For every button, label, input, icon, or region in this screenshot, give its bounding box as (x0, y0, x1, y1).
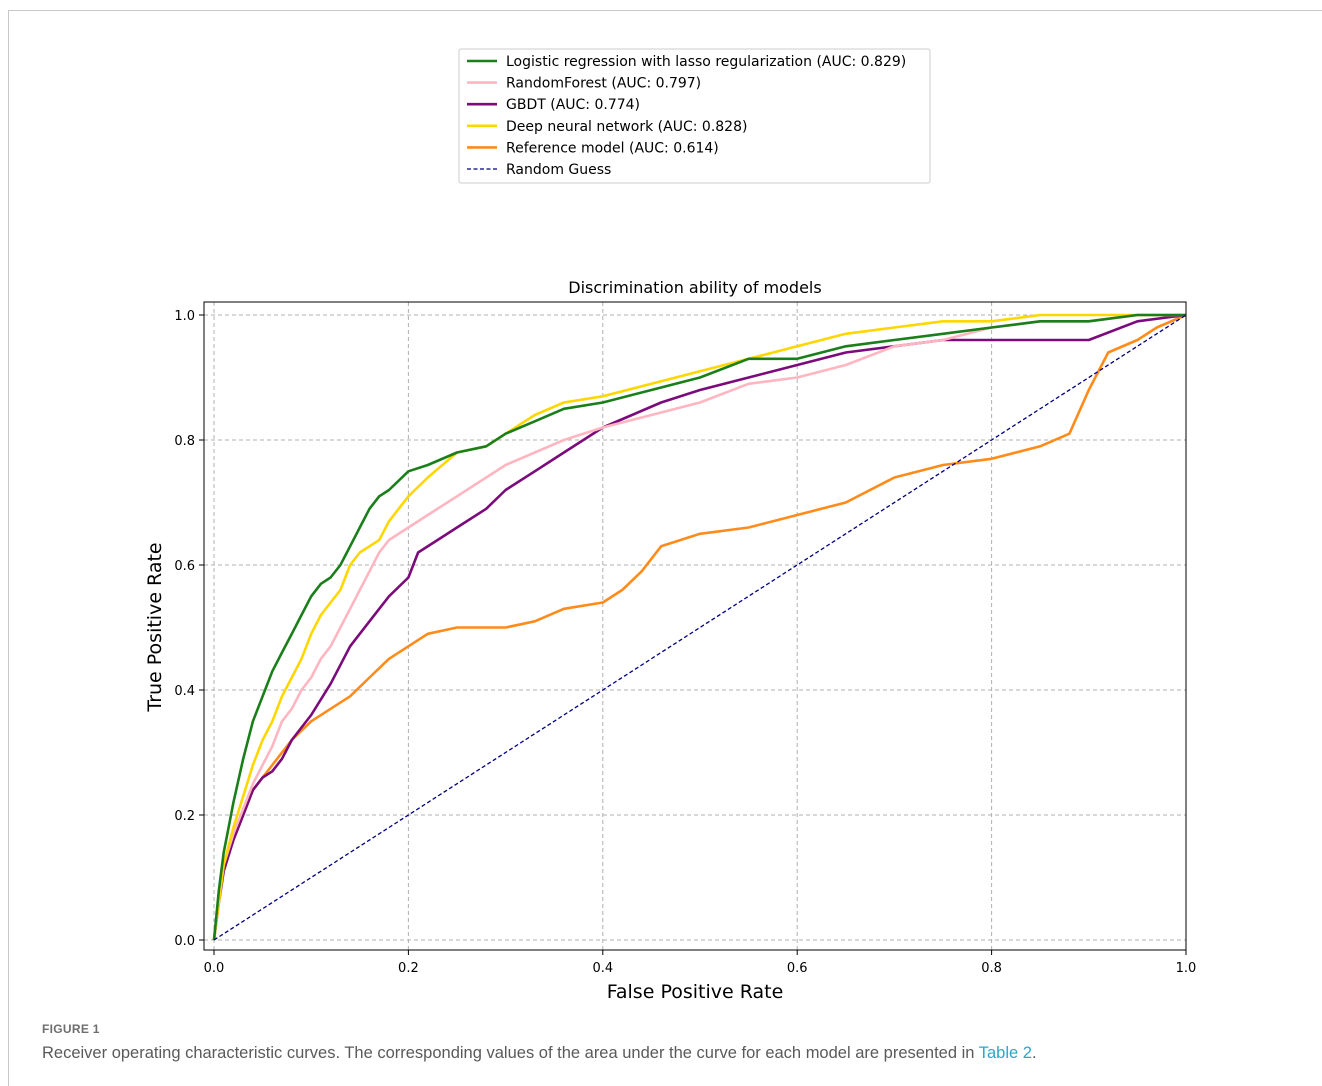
chart-title: Discrimination ability of models (568, 278, 821, 297)
x-tick-label: 0.8 (981, 961, 1002, 976)
y-tick-label: 0.4 (174, 684, 195, 699)
y-tick-label: 1.0 (174, 309, 195, 324)
x-tick-label: 1.0 (1176, 961, 1197, 976)
caption-body: Receiver operating characteristic curves… (42, 1044, 979, 1062)
axis-ticks: 0.0 0.2 0.4 0.6 0.8 1.0 0.0 0.2 0.4 0.6 0.8 1.0 (174, 309, 1196, 976)
y-axis-label: True Positive Rate (144, 542, 166, 712)
x-axis-label: False Positive Rate (607, 981, 784, 1003)
y-tick-label: 0.0 (174, 934, 195, 949)
series-line-3 (212, 313, 1186, 941)
x-tick-label: 0.2 (398, 961, 419, 976)
series-lines (212, 313, 1187, 941)
figure-label: FIGURE 1 (42, 1022, 100, 1036)
y-tick-label: 0.2 (174, 809, 195, 824)
series-line-4 (212, 313, 1187, 941)
series-line-5 (213, 314, 1187, 941)
figure-caption: FIGURE 1 Receiver operating characterist… (42, 1022, 1302, 1063)
legend-label: RandomForest (AUC: 0.797) (506, 76, 701, 92)
grid (204, 302, 1187, 950)
legend-label: Deep neural network (AUC: 0.828) (506, 119, 747, 135)
legend-label: Logistic regression with lasso regulariz… (506, 54, 906, 70)
series-line-2 (212, 313, 1187, 941)
table-link[interactable]: Table 2 (978, 1044, 1032, 1062)
y-tick-label: 0.8 (174, 434, 195, 449)
legend: Logistic regression with lasso regulariz… (467, 54, 906, 178)
figure-frame (8, 10, 1322, 1086)
y-tick-label: 0.6 (174, 559, 195, 574)
legend-label: GBDT (AUC: 0.774) (506, 97, 640, 113)
legend-label: Random Guess (506, 162, 611, 178)
caption-text: Receiver operating characteristic curves… (42, 1044, 1302, 1063)
x-tick-label: 0.0 (204, 961, 225, 976)
x-tick-label: 0.6 (787, 961, 808, 976)
x-tick-label: 0.4 (592, 961, 613, 976)
plot-area-border (203, 301, 1187, 951)
series-line-0 (212, 313, 1186, 941)
caption-end: . (1031, 1044, 1037, 1062)
legend-box (458, 48, 931, 184)
roc-chart: Logistic regression with lasso regulariz… (144, 48, 1196, 1003)
series-line-1 (212, 313, 1186, 941)
legend-label: Reference model (AUC: 0.614) (506, 140, 719, 156)
